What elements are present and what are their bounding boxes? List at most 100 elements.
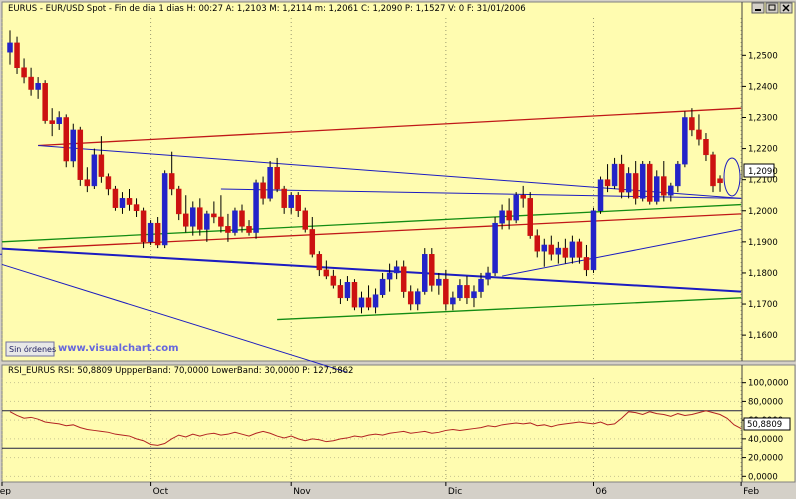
- x-tick-label: Dic: [448, 487, 462, 495]
- rsi-y-tick-label: 40,0000: [748, 435, 783, 445]
- candle-bear: [197, 207, 203, 230]
- candle-bull: [597, 179, 604, 212]
- candle-bear: [407, 291, 414, 305]
- x-tick-label: Nov: [293, 487, 311, 495]
- candle-bull: [422, 254, 428, 292]
- candle-bear: [576, 241, 583, 258]
- candle-bull: [675, 163, 681, 187]
- green-channel-line: [1, 203, 742, 243]
- candle-bear: [239, 210, 245, 227]
- price-y-tick-label: 1,1900: [748, 238, 778, 248]
- x-tick-label: Sep: [0, 487, 11, 495]
- candle-bear: [28, 76, 34, 90]
- close-icon[interactable]: [779, 2, 793, 14]
- restore-icon[interactable]: [765, 2, 779, 14]
- candle-bull: [492, 222, 498, 274]
- candle-bull: [457, 285, 463, 299]
- candle-bear: [98, 154, 105, 177]
- blue-uptrend-line: [502, 228, 742, 277]
- x-tick-label: 06: [595, 487, 607, 495]
- candle-bear: [309, 229, 316, 255]
- candle-bear: [520, 194, 526, 199]
- candle-bear: [703, 139, 709, 156]
- candle-bear: [443, 278, 449, 305]
- candle-bull: [35, 83, 41, 90]
- candle-bear: [154, 222, 161, 246]
- candle-bull: [611, 163, 618, 187]
- rsi-y-tick-label: 100,0000: [748, 379, 789, 389]
- candle-bull: [569, 241, 576, 258]
- candle-bull: [147, 222, 154, 243]
- candle-bear: [302, 210, 309, 230]
- orders-button[interactable]: Sin órdenes: [5, 341, 56, 357]
- candle-bear: [211, 213, 217, 218]
- candle-bull: [478, 278, 484, 292]
- rsi-y-tick-label: 80,0000: [748, 397, 783, 407]
- candle-bear: [63, 117, 69, 162]
- candle-bull: [253, 182, 259, 233]
- candle-bear: [562, 247, 569, 258]
- candle-bear: [281, 188, 287, 208]
- candle-bull: [119, 198, 126, 208]
- candle-bear: [632, 173, 639, 199]
- price-header: EURUS - EUR/USD Spot - Fin de dia 1 dias…: [8, 4, 526, 14]
- candle-bull: [7, 42, 13, 53]
- candle-bull: [654, 176, 660, 202]
- price-y-tick-label: 1,2100: [748, 176, 778, 186]
- candle-bear: [506, 210, 512, 221]
- candle-bull: [91, 154, 98, 187]
- candle-bear: [218, 216, 224, 227]
- candle-bear: [689, 117, 695, 131]
- x-tick-label: Feb: [743, 487, 759, 495]
- candle-bear: [429, 254, 435, 286]
- candle-bear: [168, 173, 175, 190]
- candle-bear: [133, 204, 140, 212]
- candle-bear: [21, 67, 27, 78]
- blue-trend-line: [1, 247, 742, 293]
- price-y-tick-label: 1,1700: [748, 300, 778, 310]
- price-y-tick-label: 1,2400: [748, 82, 778, 92]
- candle-bull: [267, 166, 273, 199]
- candle-bull: [625, 173, 632, 193]
- candle-bull: [232, 210, 238, 233]
- candle-bull: [555, 247, 562, 255]
- candle-bear: [14, 42, 20, 68]
- candle-bull: [436, 278, 442, 286]
- price-y-tick-label: 1,2000: [748, 207, 778, 217]
- candle-bull: [590, 210, 597, 271]
- candle-bear: [710, 154, 716, 187]
- candle-bull: [161, 173, 168, 246]
- price-y-tick-label: 1,2200: [748, 145, 778, 155]
- candle-bear: [42, 83, 48, 121]
- minimize-icon[interactable]: [751, 2, 765, 14]
- candle-bull: [393, 266, 400, 274]
- watermark: www.visualchart.com: [58, 343, 179, 354]
- candle-bear: [464, 285, 470, 299]
- current-price-marker: 1,2090: [743, 163, 778, 178]
- candle-bear: [548, 244, 555, 255]
- candle-bear: [225, 226, 231, 233]
- candle-bear: [246, 226, 252, 233]
- current-rsi-marker: 50,8809: [743, 417, 791, 431]
- candle-bear: [323, 269, 330, 277]
- current-price-label: 1,2090: [748, 167, 778, 177]
- last-candle-highlight: [723, 157, 741, 197]
- orders-button-label: Sin órdenes: [9, 344, 56, 354]
- rsi-panel-bg: [1, 364, 796, 483]
- candle-bull: [471, 291, 477, 299]
- candle-bull: [450, 297, 456, 305]
- candle-bear: [618, 163, 625, 193]
- candle-bull: [358, 297, 365, 308]
- price-y-tick-label: 1,2300: [748, 113, 778, 123]
- candle-bear: [527, 198, 533, 236]
- price-y-tick-label: 1,1600: [748, 331, 778, 341]
- candle-bear: [337, 285, 344, 299]
- rsi-header: RSI_EURUS RSI: 50,8809 UppperBand: 70,00…: [8, 366, 353, 376]
- candle-bear: [400, 266, 407, 292]
- candle-bear: [126, 198, 133, 205]
- candle-bull: [379, 278, 386, 295]
- red-channel-line: [38, 107, 742, 147]
- candle-bear: [77, 129, 84, 180]
- candle-bear: [661, 176, 667, 196]
